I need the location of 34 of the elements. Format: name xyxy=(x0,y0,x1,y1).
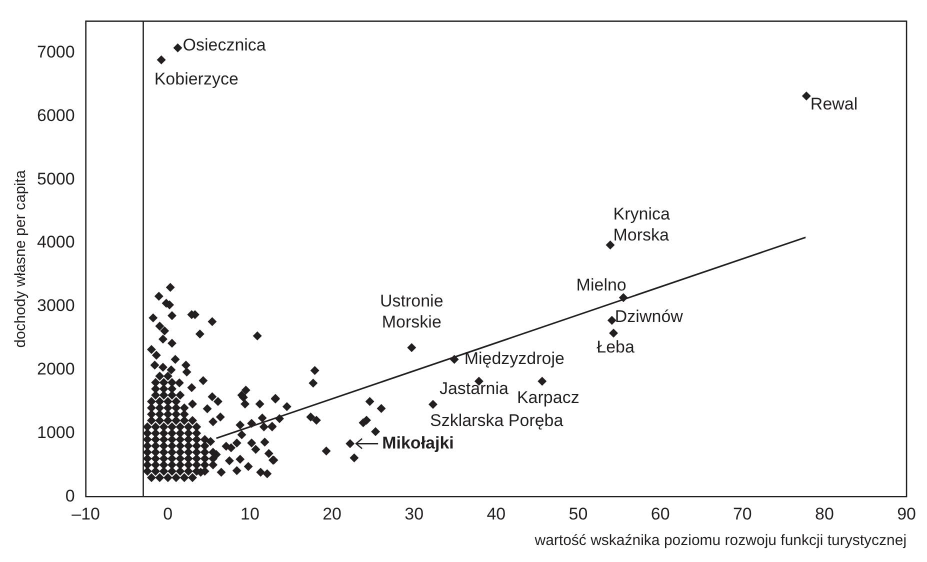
y-axis-title: dochody własne per capita xyxy=(12,169,30,348)
annotation: Dziwnów xyxy=(614,307,684,326)
x-tick-label: 0 xyxy=(163,504,173,524)
y-tick-label: 3000 xyxy=(36,296,75,316)
x-tick-label: 30 xyxy=(404,504,424,524)
annotation: Międzyzdroje xyxy=(464,349,564,368)
annotation: Rewal xyxy=(810,94,858,114)
x-tick-label: 20 xyxy=(322,504,342,524)
x-tick-label: 10 xyxy=(240,504,260,524)
x-tick-label: 40 xyxy=(486,504,506,524)
annotation: Osiecznica xyxy=(182,36,266,55)
y-tick-label: 2000 xyxy=(36,360,75,379)
annotation: Krynica Morska xyxy=(613,204,670,245)
y-tick-label: 7000 xyxy=(36,42,75,62)
y-tick-label: 1000 xyxy=(36,422,75,442)
y-tick-label: 4000 xyxy=(36,232,75,252)
annotation: Ustronie Morskie xyxy=(380,291,444,332)
y-tick-label: 6000 xyxy=(36,106,75,125)
annotation: Mielno xyxy=(576,275,626,294)
y-tick-label: 5000 xyxy=(36,169,75,188)
annotation: Łeba xyxy=(596,338,635,357)
x-tick-label: 60 xyxy=(650,504,670,524)
annotation: Karpacz xyxy=(516,388,580,407)
annotation: Jastarnia xyxy=(439,378,509,398)
x-axis-title: wartość wskaźnika poziomu rozwoju funkcji turystycznej xyxy=(534,532,907,550)
annotation: Kobierzyce xyxy=(154,70,238,89)
annotation: Mikołajki xyxy=(382,433,454,452)
x-tick-label: –10 xyxy=(72,504,100,524)
x-tick-label: 70 xyxy=(732,504,752,524)
x-tick-label: 90 xyxy=(897,504,916,524)
x-tick-label: 50 xyxy=(568,504,588,524)
x-tick-label: 80 xyxy=(815,504,834,524)
annotation: Szklarska Poręba xyxy=(430,411,564,430)
y-tick-label: 0 xyxy=(65,486,75,506)
